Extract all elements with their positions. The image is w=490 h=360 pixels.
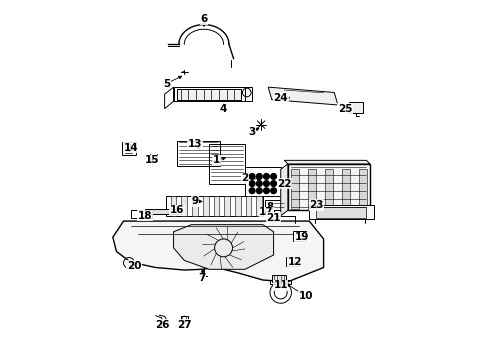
Polygon shape	[325, 169, 333, 208]
Polygon shape	[173, 225, 273, 269]
Text: 2: 2	[242, 173, 248, 183]
Polygon shape	[203, 196, 209, 216]
Polygon shape	[284, 160, 370, 164]
Polygon shape	[309, 205, 373, 219]
Circle shape	[264, 174, 270, 179]
Polygon shape	[281, 164, 288, 216]
Polygon shape	[113, 221, 323, 282]
Text: 26: 26	[156, 320, 170, 330]
Polygon shape	[177, 89, 242, 100]
Polygon shape	[342, 169, 350, 208]
Text: 16: 16	[170, 205, 184, 215]
Polygon shape	[308, 169, 316, 208]
Text: 17: 17	[259, 207, 274, 217]
Text: 10: 10	[298, 291, 313, 301]
Polygon shape	[293, 231, 306, 242]
Circle shape	[256, 174, 262, 179]
Text: 11: 11	[273, 280, 288, 291]
Text: 6: 6	[200, 14, 208, 24]
Polygon shape	[214, 196, 220, 216]
Text: 20: 20	[127, 261, 142, 271]
Polygon shape	[171, 196, 176, 216]
Text: 25: 25	[338, 104, 352, 113]
Polygon shape	[272, 275, 286, 282]
Circle shape	[249, 181, 255, 186]
Text: 13: 13	[188, 139, 202, 149]
Circle shape	[249, 188, 255, 194]
Polygon shape	[122, 143, 136, 155]
Text: 12: 12	[288, 257, 302, 267]
Polygon shape	[286, 257, 298, 266]
Circle shape	[270, 174, 276, 179]
Circle shape	[264, 181, 270, 186]
Polygon shape	[235, 196, 241, 216]
Text: 5: 5	[163, 78, 170, 89]
Text: 23: 23	[309, 200, 324, 210]
Circle shape	[270, 181, 276, 186]
Text: 3: 3	[248, 127, 256, 137]
Text: 24: 24	[273, 93, 288, 103]
Polygon shape	[268, 87, 338, 105]
Circle shape	[249, 174, 255, 179]
Text: 9: 9	[192, 197, 198, 206]
Text: 21: 21	[267, 212, 281, 222]
Text: 7: 7	[198, 273, 206, 283]
Text: 15: 15	[145, 156, 159, 165]
Text: 8: 8	[267, 202, 273, 212]
Polygon shape	[192, 196, 198, 216]
Text: 14: 14	[123, 143, 138, 153]
Circle shape	[256, 181, 262, 186]
Circle shape	[264, 188, 270, 194]
Text: 1: 1	[213, 156, 220, 165]
Circle shape	[270, 188, 276, 194]
Text: 22: 22	[277, 179, 292, 189]
Text: 4: 4	[220, 104, 227, 113]
Polygon shape	[288, 164, 370, 210]
Polygon shape	[181, 196, 187, 216]
Circle shape	[256, 188, 262, 194]
Polygon shape	[317, 207, 367, 217]
Text: 27: 27	[177, 320, 192, 330]
Polygon shape	[291, 169, 299, 208]
Polygon shape	[145, 208, 181, 214]
Polygon shape	[256, 196, 262, 216]
Polygon shape	[224, 196, 230, 216]
Polygon shape	[359, 169, 367, 208]
Polygon shape	[245, 196, 251, 216]
Text: 19: 19	[295, 232, 309, 242]
Polygon shape	[348, 102, 363, 113]
Text: 18: 18	[138, 211, 152, 221]
